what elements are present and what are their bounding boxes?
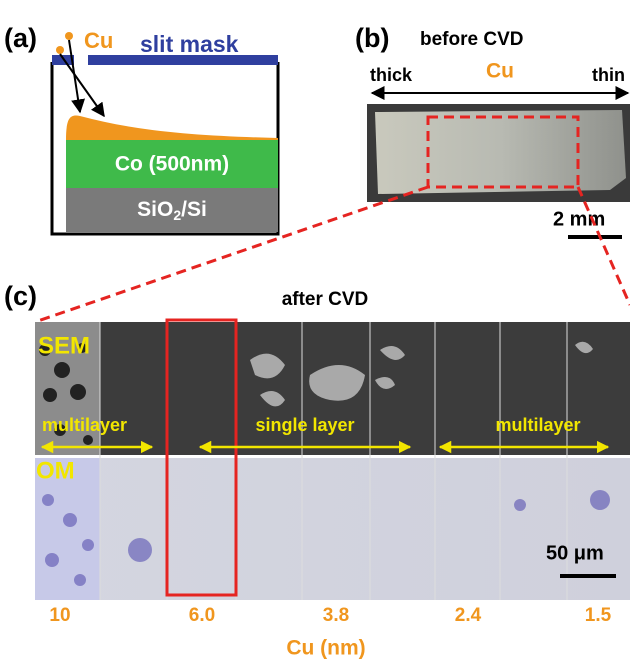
tick-label: 10 — [49, 605, 70, 626]
substrate-label: SiO2/Si — [137, 198, 207, 223]
om-image — [35, 458, 630, 600]
right-label: thin — [592, 65, 625, 85]
panel-c: (c) after CVD SEM OM multilayer single l… — [4, 281, 630, 659]
source-label: Cu — [84, 28, 113, 53]
tick-label: 2.4 — [455, 605, 482, 626]
page: {"panel_a": {"label": "(a)", "source": "… — [0, 0, 630, 664]
source-dot — [56, 46, 64, 54]
tick-label: 6.0 — [189, 605, 215, 626]
zoom-line — [578, 187, 630, 305]
figure: (a) slit mask Cu Co (500nm) SiO2/Si (b) … — [0, 0, 630, 664]
tick-label: 3.8 — [323, 605, 349, 626]
panel-label: (a) — [4, 23, 37, 53]
sample — [375, 110, 626, 194]
panel-title: before CVD — [420, 29, 523, 50]
scale-label: 2 mm — [553, 208, 605, 230]
region-label: single layer — [255, 415, 354, 435]
text: SiO — [137, 198, 173, 221]
tick-label: 1.5 — [585, 605, 612, 626]
cu-film — [66, 116, 278, 140]
left-label: thick — [370, 65, 413, 85]
text: /Si — [181, 198, 207, 221]
mask-label: slit mask — [140, 31, 239, 57]
layer-label: Co (500nm) — [115, 153, 229, 176]
scale-label: 50 μm — [546, 542, 604, 564]
panel-a: (a) slit mask Cu Co (500nm) SiO2/Si — [4, 23, 278, 234]
middle-label: Cu — [486, 60, 514, 83]
sem-label: SEM — [38, 332, 90, 359]
panel-title: after CVD — [282, 289, 369, 310]
subscript: 2 — [173, 207, 181, 223]
source-dot — [65, 32, 73, 40]
region-label: multilayer — [42, 415, 127, 435]
axis-title: Cu (nm) — [286, 637, 365, 660]
panel-label: (b) — [355, 23, 389, 53]
region-label: multilayer — [495, 415, 580, 435]
panel-label: (c) — [4, 281, 37, 311]
om-label: OM — [36, 457, 75, 484]
